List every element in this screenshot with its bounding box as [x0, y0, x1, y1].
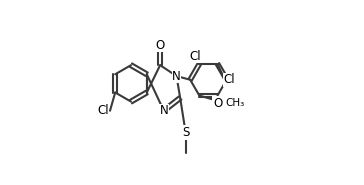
- Text: Cl: Cl: [97, 104, 108, 117]
- Text: N: N: [159, 104, 168, 117]
- Text: S: S: [182, 126, 189, 139]
- Text: CH₃: CH₃: [225, 98, 245, 108]
- Text: O: O: [155, 39, 165, 52]
- Text: O: O: [213, 97, 222, 110]
- Text: N: N: [172, 70, 181, 83]
- Text: Cl: Cl: [223, 73, 235, 86]
- Text: Cl: Cl: [190, 50, 202, 63]
